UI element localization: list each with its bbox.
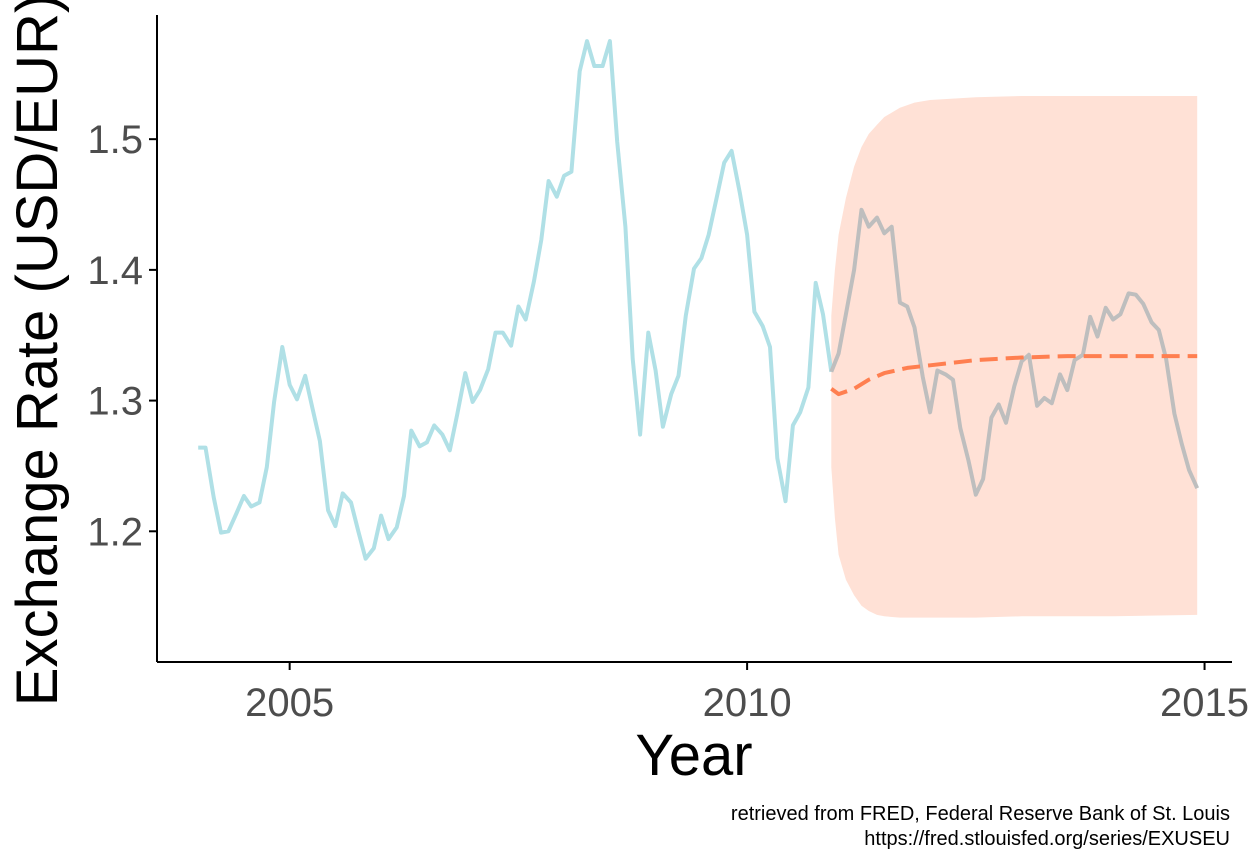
y-axis-title: Exchange Rate (USD/EUR) — [5, 0, 70, 706]
y-tick-label: 1.3 — [87, 380, 143, 424]
forecast-series-line — [830, 354, 1198, 397]
y-tick-label: 1.2 — [87, 510, 143, 554]
y-tick-label: 1.4 — [87, 249, 143, 293]
x-axis-ticks: 2005 2010 2015 — [245, 662, 1248, 725]
source-caption: retrieved from FRED, Federal Reserve Ban… — [731, 802, 1230, 852]
x-tick-label: 2005 — [245, 681, 334, 725]
observed-series-line — [198, 39, 834, 561]
y-axis-ticks: 1.2 1.3 1.4 1.5 — [87, 118, 157, 554]
x-tick-label: 2010 — [703, 681, 792, 725]
y-tick-label: 1.5 — [87, 118, 143, 162]
series-lines-layer — [198, 39, 1200, 561]
x-axis-title: Year — [635, 723, 752, 788]
source-caption-line: retrieved from FRED, Federal Reserve Ban… — [730, 803, 1230, 825]
x-tick-label: 2015 — [1160, 681, 1248, 725]
source-url: https://fred.stlouisfed.org/series/EXUSE… — [864, 828, 1230, 850]
actual-series-line — [829, 207, 1200, 497]
